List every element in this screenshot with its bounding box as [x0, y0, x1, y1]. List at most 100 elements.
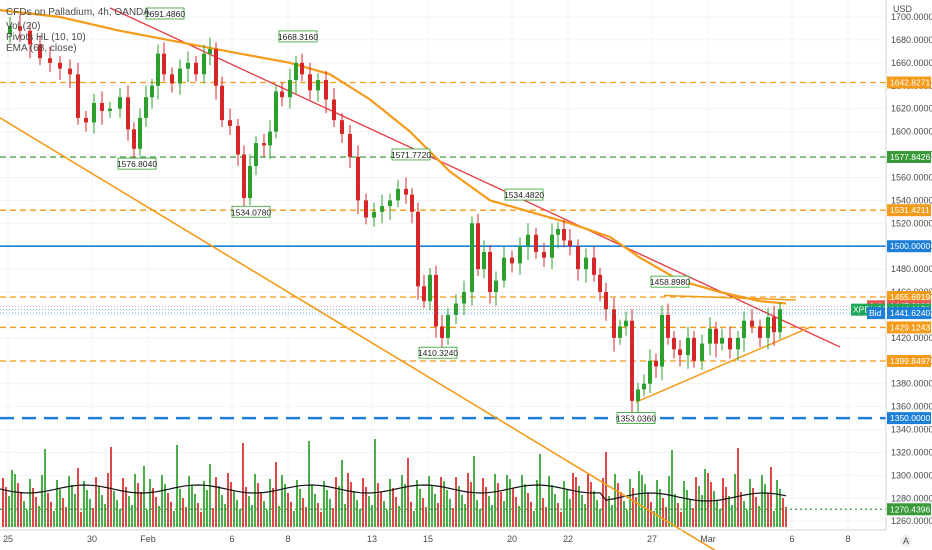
volume-bar	[692, 508, 694, 527]
volume-bar	[173, 511, 175, 527]
candle-body	[156, 53, 160, 86]
volume-bar	[782, 498, 784, 527]
volume-bar	[563, 481, 565, 527]
volume-bar	[65, 507, 67, 527]
volume-bar	[344, 504, 346, 527]
volume-bar	[644, 484, 646, 527]
time-axis[interactable]: 25 30 Feb 6 8 13 15 20 22 27 Mar 6 8	[0, 529, 886, 544]
volume-bar	[626, 510, 628, 527]
candle-body	[562, 229, 566, 241]
volume-bar	[584, 504, 586, 527]
level-tag: 1399.8497	[887, 354, 931, 367]
legend-vol: Vol (20)	[6, 21, 40, 32]
volume-bar	[137, 483, 139, 527]
level-tag-text: 1399.8497	[890, 356, 930, 366]
volume-bar	[512, 488, 514, 527]
volume-bar	[479, 509, 481, 527]
volume-bar	[428, 476, 430, 527]
volume-ma-line	[0, 484, 787, 502]
pivot-label: 1691.4860	[145, 7, 185, 20]
candle-body	[454, 303, 458, 315]
volume-bar	[2, 478, 4, 527]
level-tags: 1642.8271 1577.8426 1531.4211 1500.0000 1455…	[0, 76, 931, 516]
pivot-label: 1410.3240	[418, 346, 458, 359]
time-tick-label: 8	[285, 534, 290, 544]
volume-bar	[686, 490, 688, 527]
volume-bar	[377, 483, 379, 527]
candle-body	[84, 117, 88, 123]
price-tag-value: 1441.6240	[890, 308, 930, 318]
pivot-label-text: 1534.0780	[231, 207, 271, 217]
candle-body	[150, 85, 154, 98]
pivot-label: 1571.7720	[391, 148, 431, 161]
volume-bar	[494, 474, 496, 527]
time-tick-label: Feb	[140, 534, 156, 544]
volume-bar	[38, 506, 40, 527]
candle-body	[708, 328, 712, 344]
candle-body	[736, 337, 740, 350]
volume-bar	[680, 512, 682, 527]
volume-bar	[92, 508, 94, 527]
volume-bar	[734, 474, 736, 527]
volume-bar	[461, 495, 463, 527]
volume-bar	[212, 508, 214, 527]
level-tag-box	[887, 204, 931, 217]
price-tick-label: 1620.0000	[891, 104, 932, 114]
volume-bar	[35, 497, 37, 527]
volume-bar	[608, 496, 610, 527]
time-tick-label: 25	[3, 534, 13, 544]
volume-bar	[266, 510, 268, 527]
volume-bar	[197, 503, 199, 527]
candle-body	[686, 337, 690, 356]
candle-body	[462, 292, 466, 304]
candle-body	[422, 286, 426, 302]
volume-bar	[770, 467, 772, 527]
auto-scale-button[interactable]: A	[900, 535, 912, 547]
volume-bar	[758, 506, 760, 527]
volume-bar	[122, 478, 124, 527]
candle-body	[428, 274, 432, 302]
volume-bar	[236, 500, 238, 527]
volume-bar	[641, 475, 643, 527]
volume-bar	[143, 466, 145, 527]
volume-bar	[323, 481, 325, 527]
volume-bar	[527, 493, 529, 527]
volume-bar	[554, 494, 556, 527]
price-tag: XPDUSD1444.6170	[0, 303, 931, 316]
volume-bar	[524, 484, 526, 527]
volume-bar	[509, 479, 511, 527]
volume-bar	[98, 486, 100, 527]
candle-body	[300, 62, 304, 75]
candle-body	[170, 74, 174, 84]
volume-bar	[704, 469, 706, 527]
candle-body	[576, 246, 580, 270]
volume-bar	[206, 490, 208, 527]
volume-bar	[629, 479, 631, 527]
volume-bar	[257, 483, 259, 527]
volume-bar	[182, 498, 184, 527]
volume-bar	[74, 494, 76, 527]
candle-body	[18, 26, 22, 31]
volume-bar	[191, 485, 193, 527]
volume-bar	[167, 493, 169, 527]
volume-bar	[371, 505, 373, 527]
volume-ma-path	[0, 484, 787, 502]
candle-body	[488, 251, 492, 293]
volume-bar	[665, 507, 667, 527]
pivot-label-box	[391, 148, 431, 161]
volume-bar	[338, 486, 340, 527]
volume-bar	[764, 484, 766, 527]
volume-bar	[158, 506, 160, 527]
volume-bar	[395, 497, 397, 527]
candle-body	[648, 360, 652, 384]
legend-pivots: Pivots HL (10, 10)	[6, 32, 86, 43]
pivot-label-box	[616, 412, 656, 424]
volume-bar	[11, 470, 13, 527]
candle-body	[340, 120, 344, 134]
volume-bar	[518, 506, 520, 527]
price-tick-label: 1560.0000	[891, 172, 932, 182]
volume-bar	[407, 458, 409, 527]
level-tag-box	[887, 76, 931, 89]
